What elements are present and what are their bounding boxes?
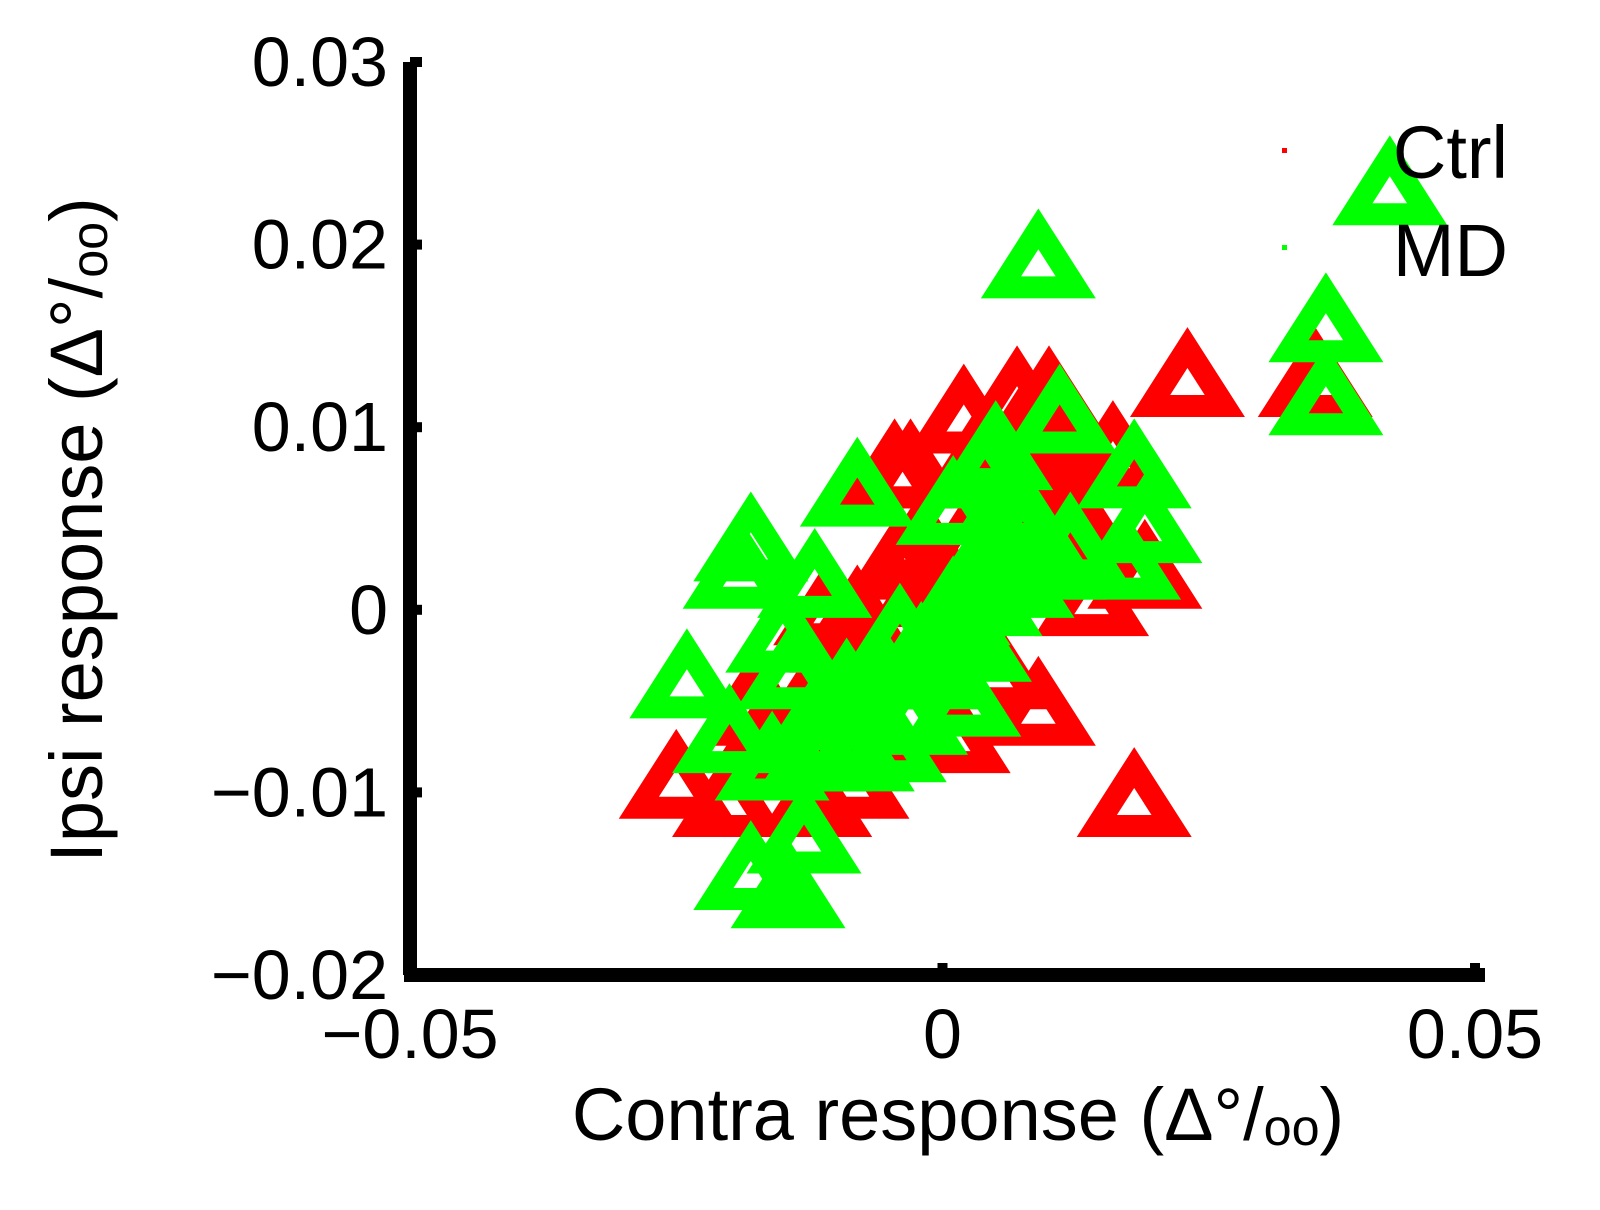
legend-marker-ctrl [1282, 148, 1287, 153]
data-point-md [693, 491, 809, 582]
x-tick-label: 0.05 [1407, 995, 1543, 1073]
series-layer [618, 135, 1448, 929]
y-tick-label: 0.02 [252, 206, 388, 284]
data-point-ctrl [1076, 747, 1192, 838]
data-point-md [1332, 135, 1448, 226]
data-point-md [1268, 272, 1384, 363]
data-point-md [980, 208, 1096, 299]
data-point-ctrl [980, 655, 1096, 746]
data-point-ctrl [1129, 327, 1245, 418]
legend: Ctrl MD [1282, 111, 1508, 292]
y-axis-title: Ipsi response (Δ°/ₒₒ) [35, 197, 118, 862]
data-point-md [799, 436, 915, 527]
data-point-md [916, 591, 1032, 682]
legend-label-md: MD [1393, 209, 1508, 292]
data-point-md [672, 683, 787, 774]
data-point-md [629, 628, 745, 719]
y-tick-label: 0.01 [252, 388, 388, 466]
data-point-md [757, 527, 873, 618]
data-point-md [1002, 363, 1118, 454]
data-point-md [735, 619, 851, 710]
data-point-md [746, 783, 862, 874]
y-tick-label: 0 [349, 571, 388, 649]
x-tick-label: 0 [923, 995, 962, 1073]
data-point-md [1268, 345, 1384, 436]
tick-layer: −0.05 0 0.05 −0.02 −0.01 0 0.01 0.02 0.03 [211, 23, 1543, 1073]
y-tick-label: −0.01 [211, 753, 388, 831]
x-axis-title: Contra response (Δ°/ₒₒ) [572, 1073, 1344, 1156]
data-point-md [1087, 473, 1203, 564]
series-md [629, 135, 1448, 929]
legend-marker-md [1282, 245, 1287, 250]
data-point-md [906, 646, 1022, 737]
legend-label-ctrl: Ctrl [1393, 111, 1508, 194]
data-point-ctrl [618, 728, 734, 819]
y-tick-label: 0.03 [252, 23, 388, 101]
data-point-md [730, 838, 846, 929]
data-point-md [1012, 491, 1128, 582]
y-tick-label: −0.02 [211, 936, 388, 1014]
x-tick-label: −0.05 [321, 995, 498, 1073]
